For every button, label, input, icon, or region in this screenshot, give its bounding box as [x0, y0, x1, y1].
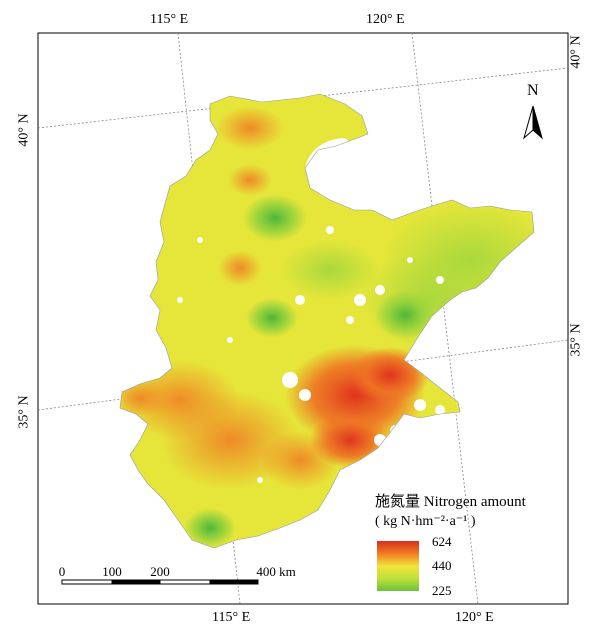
legend-title: 施氮量 Nitrogen amount: [375, 494, 526, 510]
scale-tick-200: 200: [150, 564, 170, 579]
scale-tick-100: 100: [102, 564, 122, 579]
map-frame: [37, 32, 569, 605]
legend-color-bar: [377, 541, 419, 591]
label-top-115e: 115° E: [150, 12, 189, 27]
scale-bar: [61, 579, 259, 585]
legend-unit: ( kg N·hm⁻²·a⁻¹ ): [375, 514, 476, 529]
scale-tick-0: 0: [58, 564, 66, 579]
legend-min: 225: [432, 583, 452, 598]
north-arrow-icon: [523, 105, 543, 140]
label-right-40n: 40° N: [568, 35, 584, 69]
label-left-40n: 40° N: [16, 113, 32, 147]
label-bottom-115e: 115° E: [212, 610, 251, 625]
label-right-35n: 35° N: [568, 323, 584, 357]
legend-mid: 440: [432, 558, 452, 573]
label-top-120e: 120° E: [366, 12, 405, 27]
region-outline: [119, 93, 535, 549]
label-left-35n: 35° N: [16, 395, 32, 429]
legend-max: 624: [432, 534, 452, 549]
north-arrow-label: N: [527, 82, 539, 99]
scale-tick-400: 400 km: [256, 564, 296, 579]
label-bottom-120e: 120° E: [455, 610, 494, 625]
